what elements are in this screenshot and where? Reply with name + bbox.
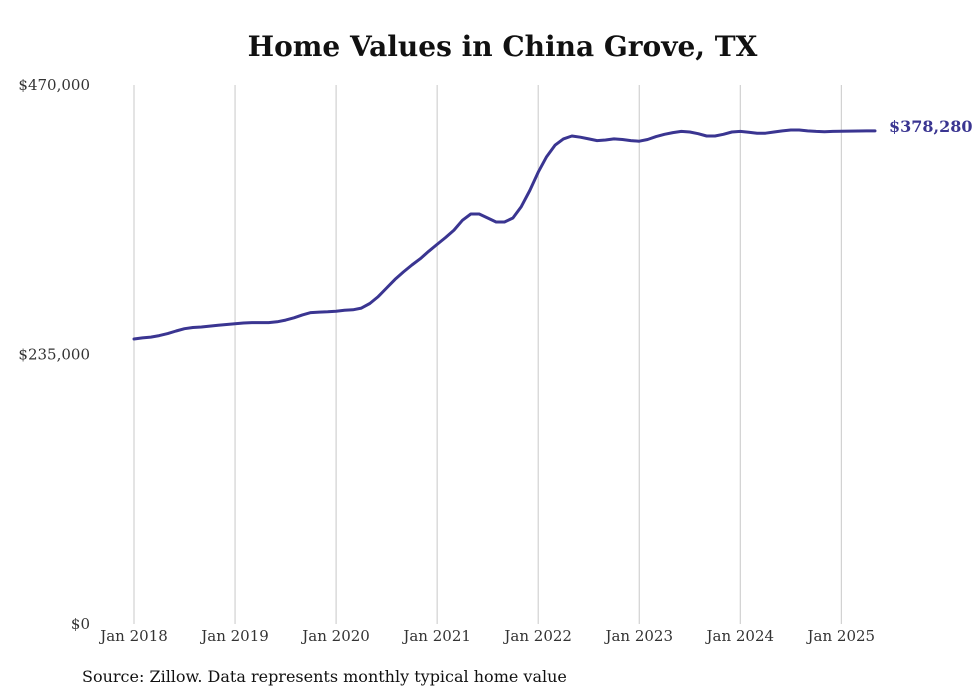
x-tick-label-2024: Jan 2024	[704, 627, 774, 645]
x-tick-label-2025: Jan 2025	[806, 627, 876, 645]
gridlines	[133, 85, 842, 624]
end-value-label: $378,280	[889, 117, 973, 136]
y-tick-label-2: $470,000	[18, 76, 90, 94]
chart-title: Home Values in China Grove, TX	[247, 30, 758, 63]
x-axis-ticks: Jan 2018 Jan 2019 Jan 2020 Jan 2021 Jan 2022…	[98, 627, 875, 645]
x-tick-label-2019: Jan 2019	[199, 627, 269, 645]
x-tick-label-2023: Jan 2023	[603, 627, 673, 645]
y-tick-label-1: $235,000	[18, 346, 90, 364]
y-tick-label-0: $0	[71, 615, 90, 633]
x-tick-label-2018: Jan 2018	[98, 627, 168, 645]
x-tick-label-2020: Jan 2020	[300, 627, 370, 645]
y-axis-ticks: $0 $235,000 $470,000	[18, 76, 90, 633]
source-note: Source: Zillow. Data represents monthly …	[82, 667, 567, 686]
x-tick-label-2021: Jan 2021	[401, 627, 471, 645]
x-tick-label-2022: Jan 2022	[502, 627, 572, 645]
series-line	[132, 128, 877, 341]
series-layer: $378,280	[132, 117, 973, 341]
